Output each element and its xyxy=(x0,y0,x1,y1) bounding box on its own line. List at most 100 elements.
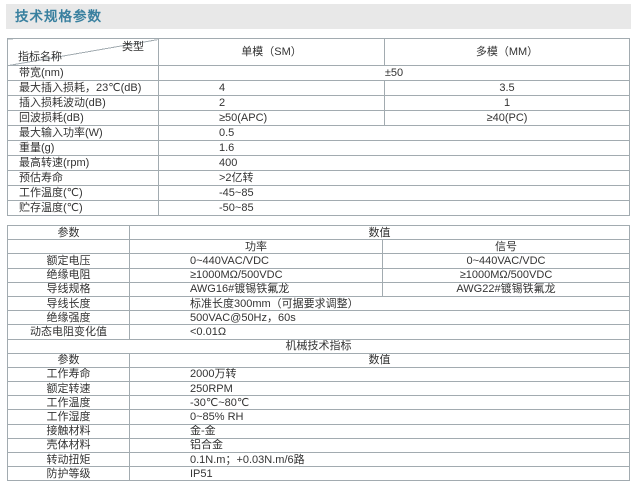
spec-value: -30℃~80℃ xyxy=(129,395,630,411)
electrical-spec-table: 参数 数值 功率 信号 额定电压 0~440VAC/VDC 0~440VAC/V… xyxy=(7,224,630,482)
table-row: 带宽(nm) ±50 xyxy=(7,65,630,81)
spec-label: 最高转速(rpm) xyxy=(7,155,159,171)
table-row: 额定电压 0~440VAC/VDC 0~440VAC/VDC xyxy=(7,253,630,269)
spec-label: 预估寿命 xyxy=(7,170,159,186)
table-row: 最大输入功率(W) 0.5 xyxy=(7,125,630,141)
spec-value-mm: 3.5 xyxy=(384,80,630,96)
spec-label: 重量(g) xyxy=(7,140,159,156)
spec-label: 防护等级 xyxy=(7,466,130,482)
spec-value-sm: 4 xyxy=(158,80,385,96)
subheader-signal: 信号 xyxy=(382,239,630,255)
spec-label: 转动扭矩 xyxy=(7,451,130,468)
spec-value: 标准长度300mm（可据要求调整） xyxy=(129,295,630,312)
table-row: 回波损耗(dB) ≥50(APC) ≥40(PC) xyxy=(7,110,630,126)
diagonal-header-cell: 类型 指标名称 xyxy=(7,38,159,66)
spec-label: 工作湿度 xyxy=(7,409,130,425)
table-row: 转动扭矩 0.1N.m；+0.03N.m/6路 xyxy=(7,451,630,468)
table-row: 贮存温度(℃) -50~85 xyxy=(7,200,630,216)
spec-label: 导线规格 xyxy=(7,281,130,297)
empty-cell xyxy=(7,239,130,255)
spec-value: 铝合金 xyxy=(129,437,630,454)
table-header-row: 类型 指标名称 单模（SM） 多模（MM） xyxy=(7,38,630,66)
spec-label: 贮存温度(℃) xyxy=(7,200,159,216)
spec-value: 0.1N.m；+0.03N.m/6路 xyxy=(129,451,630,468)
table-row: 绝缘电阻 ≥1000MΩ/500VDC ≥1000MΩ/500VDC xyxy=(7,267,630,283)
spec-value: 250RPM xyxy=(129,381,630,397)
table-row: 壳体材料 铝合金 xyxy=(7,437,630,454)
spec-value: >2亿转 xyxy=(158,170,630,186)
spec-value: 0~85% RH xyxy=(129,409,630,425)
spec-value: 2000万转 xyxy=(129,366,630,383)
spec-label: 最大插入损耗，23℃(dB) xyxy=(7,80,159,96)
table-row: 重量(g) 1.6 xyxy=(7,140,630,156)
spec-value-signal: AWG22#镀锡铁氟龙 xyxy=(382,281,630,297)
header-param: 参数 xyxy=(7,352,130,368)
spec-value-sm: 2 xyxy=(158,95,385,111)
spec-value: <0.01Ω xyxy=(129,324,630,340)
spec-label: 最大输入功率(W) xyxy=(7,125,159,141)
section-header-row: 机械技术指标 xyxy=(7,338,630,354)
spec-value: 500VAC@50Hz，60s xyxy=(129,310,630,326)
table-header-row: 参数 数值 xyxy=(7,352,630,368)
table-subheader-row: 功率 信号 xyxy=(7,239,630,255)
page-header: 技术规格参数 xyxy=(6,4,631,29)
spec-value: -50~85 xyxy=(158,200,630,216)
table-header-row: 参数 数值 xyxy=(7,224,630,241)
spec-value-sm: ≥50(APC) xyxy=(158,110,385,126)
table-row: 额定转速 250RPM xyxy=(7,381,630,397)
spec-label: 绝缘电阻 xyxy=(7,267,130,283)
spec-value-mm: 1 xyxy=(384,95,630,111)
spec-value-power: ≥1000MΩ/500VDC xyxy=(129,267,383,283)
spec-label: 工作寿命 xyxy=(7,366,130,383)
spec-value: 1.6 xyxy=(158,140,630,156)
table-row: 防护等级 IP51 xyxy=(7,466,630,482)
spec-label: 壳体材料 xyxy=(7,437,130,454)
spec-value-signal: 0~440VAC/VDC xyxy=(382,253,630,269)
table-row: 工作温度 -30℃~80℃ xyxy=(7,395,630,411)
spec-value: -45~85 xyxy=(158,185,630,201)
table-row: 动态电阻变化值 <0.01Ω xyxy=(7,324,630,340)
spec-value-power: AWG16#镀锡铁氟龙 xyxy=(129,281,383,297)
optical-spec-table: 类型 指标名称 单模（SM） 多模（MM） 带宽(nm) ±50 最大插入损耗，… xyxy=(7,38,630,216)
section-header-mechanical: 机械技术指标 xyxy=(7,338,630,354)
table-row: 导线规格 AWG16#镀锡铁氟龙 AWG22#镀锡铁氟龙 xyxy=(7,281,630,297)
spec-value-power: 0~440VAC/VDC xyxy=(129,253,383,269)
table-row: 最大插入损耗，23℃(dB) 4 3.5 xyxy=(7,80,630,96)
table-row: 最高转速(rpm) 400 xyxy=(7,155,630,171)
header-value: 数值 xyxy=(129,224,630,241)
table-row: 绝缘强度 500VAC@50Hz，60s xyxy=(7,310,630,326)
header-value: 数值 xyxy=(129,352,630,368)
spec-label: 额定转速 xyxy=(7,381,130,397)
spec-value: IP51 xyxy=(129,466,630,482)
column-header-mm: 多模（MM） xyxy=(384,38,630,66)
spec-label: 工作温度 xyxy=(7,395,130,411)
table-row: 插入损耗波动(dB) 2 1 xyxy=(7,95,630,111)
table-row: 工作寿命 2000万转 xyxy=(7,366,630,383)
spec-label: 导线长度 xyxy=(7,295,130,312)
spec-label: 动态电阻变化值 xyxy=(7,324,130,340)
column-header-sm: 单模（SM） xyxy=(158,38,385,66)
spec-value: 0.5 xyxy=(158,125,630,141)
spec-value: 400 xyxy=(158,155,630,171)
corner-label-type: 类型 xyxy=(122,41,144,53)
spec-label: 带宽(nm) xyxy=(7,65,159,81)
table-row: 工作温度(℃) -45~85 xyxy=(7,185,630,201)
spec-label: 工作温度(℃) xyxy=(7,185,159,201)
spec-value: ±50 xyxy=(158,65,630,81)
table-row: 导线长度 标准长度300mm（可据要求调整） xyxy=(7,295,630,312)
table-row: 接触材料 金-金 xyxy=(7,423,630,439)
spec-label: 插入损耗波动(dB) xyxy=(7,95,159,111)
spec-label: 绝缘强度 xyxy=(7,310,130,326)
subheader-power: 功率 xyxy=(129,239,383,255)
spec-label: 回波损耗(dB) xyxy=(7,110,159,126)
spec-value-signal: ≥1000MΩ/500VDC xyxy=(382,267,630,283)
table-row: 工作湿度 0~85% RH xyxy=(7,409,630,425)
table-row: 预估寿命 >2亿转 xyxy=(7,170,630,186)
spec-label: 接触材料 xyxy=(7,423,130,439)
corner-label-indicator: 指标名称 xyxy=(18,51,62,63)
header-param: 参数 xyxy=(7,224,130,241)
spec-value: 金-金 xyxy=(129,423,630,439)
spec-label: 额定电压 xyxy=(7,253,130,269)
spec-value-mm: ≥40(PC) xyxy=(384,110,630,126)
page-title: 技术规格参数 xyxy=(15,9,102,24)
